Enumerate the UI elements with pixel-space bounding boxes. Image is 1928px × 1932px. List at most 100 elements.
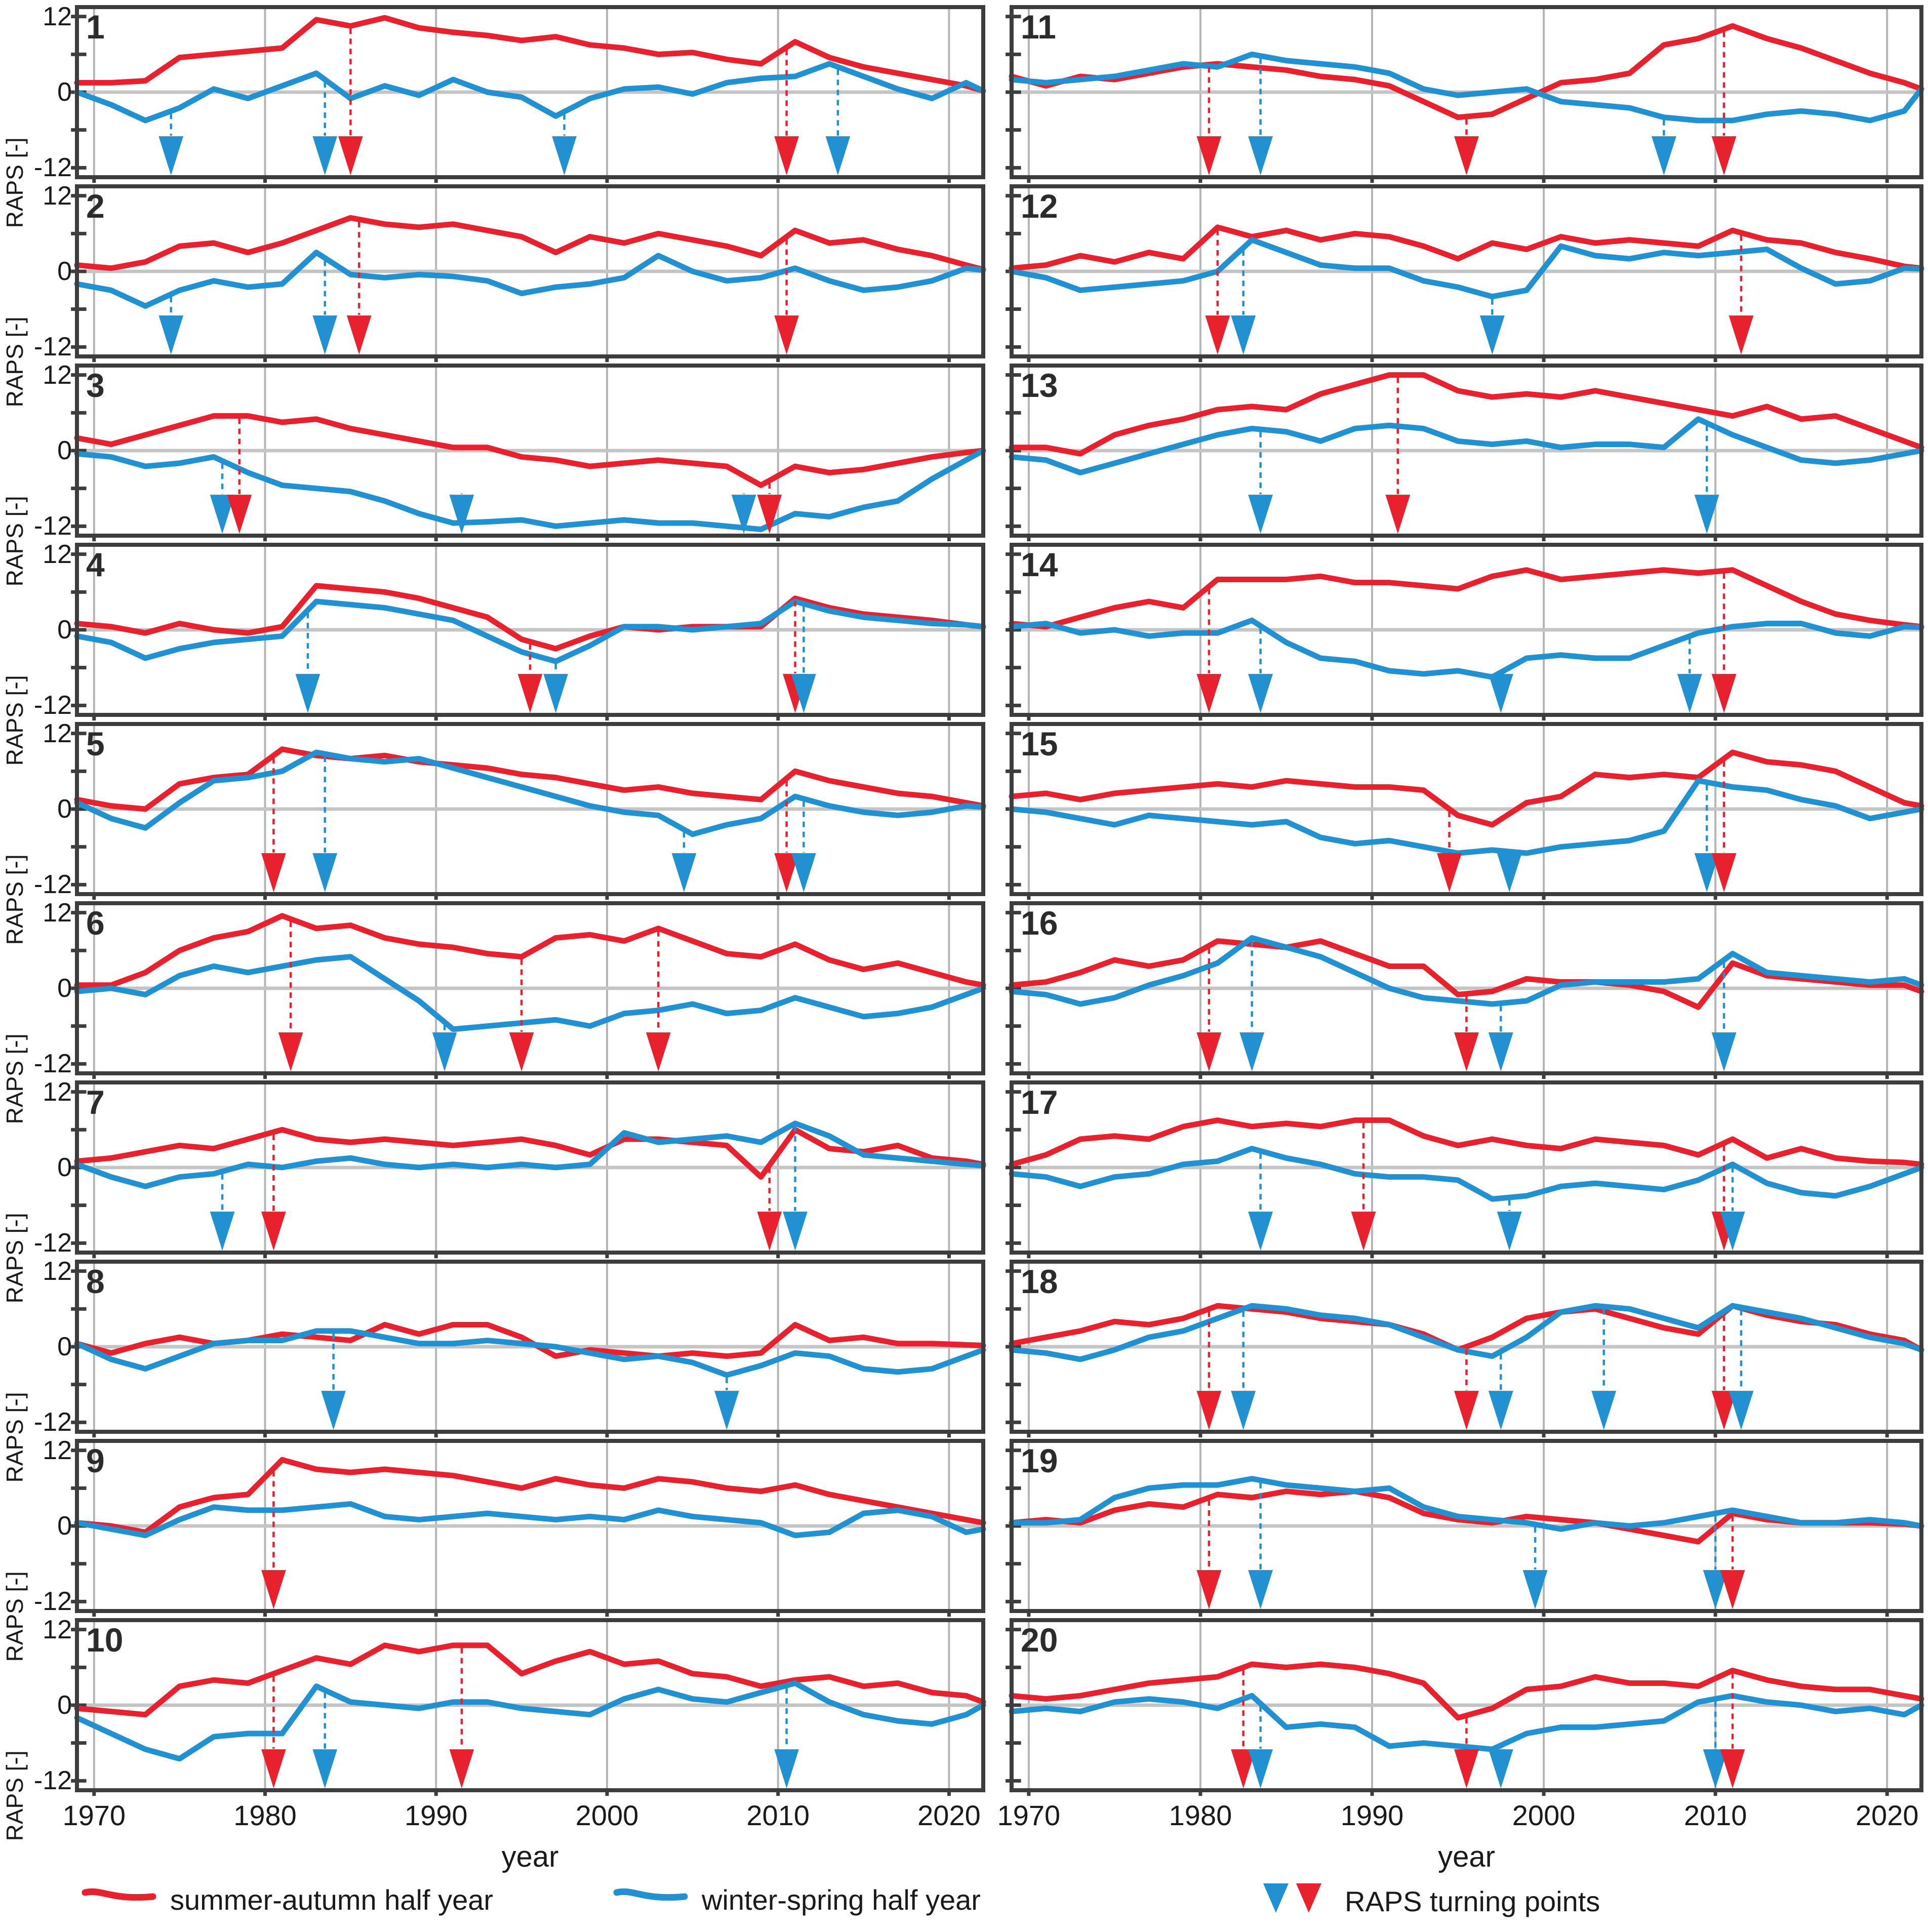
y-tick-label: 0 (57, 77, 72, 107)
panel-number: 8 (86, 1263, 105, 1300)
y-axis-gutter: RAPS [-] 12 0 -12 (0, 1615, 77, 1841)
panel-number: 10 (86, 1621, 124, 1659)
turning-point-arrow (321, 1334, 346, 1430)
turning-point-arrow (732, 494, 756, 534)
y-tick-label: 0 (57, 615, 72, 645)
turning-point-arrow (1489, 673, 1513, 713)
winter-series-line (77, 601, 983, 661)
y-tick-label: 12 (43, 1615, 72, 1644)
turning-point-arrow (1712, 32, 1737, 176)
turning-point-arrow (774, 50, 799, 176)
turning-point-arrow (1385, 378, 1410, 534)
turning-point-arrow (1231, 1311, 1256, 1430)
panel-17-plot (1012, 1082, 1921, 1253)
panel-12: 12 (1012, 186, 1921, 356)
panel-4: RAPS [-] 12 0 -12 4 (0, 545, 983, 766)
turning-point-arrow (791, 607, 816, 713)
turning-point-arrow (646, 931, 671, 1072)
turning-point-arrow (312, 82, 337, 176)
summer-series-line (77, 1645, 983, 1715)
panel-9: RAPS [-] 12 0 -12 9 (0, 1441, 983, 1662)
y-tick-label: 12 (43, 1077, 72, 1107)
winter-line-swatch (613, 1881, 689, 1918)
winter-series-line (1012, 1306, 1921, 1359)
x-tick-label: 2010 (1683, 1799, 1747, 1831)
x-axis-title-left: year (501, 1840, 559, 1873)
panel-number: 3 (86, 367, 105, 404)
turning-point-arrow (672, 832, 697, 893)
x-tick-label: 2020 (917, 1799, 981, 1831)
winter-series-line (77, 253, 983, 306)
turning-point-arrow (1437, 812, 1462, 893)
panel-6: RAPS [-] 12 0 -12 6 (0, 903, 983, 1124)
panel-20-plot (1012, 1620, 1921, 1790)
turning-point-arrow (757, 483, 782, 534)
turning-point-arrow (774, 781, 799, 893)
turning-point-arrow (347, 222, 372, 355)
summer-series-line (77, 916, 983, 985)
x-tick-label: 2010 (746, 1799, 810, 1831)
panel-3-plot (77, 366, 983, 536)
turning-point-arrow (1248, 58, 1273, 176)
panel-19: 19 (1012, 1441, 1921, 1611)
y-axis-gutter: RAPS [-] 12 0 -12 (0, 720, 77, 945)
right-column: 11 12 13 14 15 16 17 18 19 20 1970 1980 1990 2000 201… (1012, 7, 1921, 1875)
turning-point-arrow (261, 758, 286, 893)
plot-area: 17 (1012, 1082, 1921, 1253)
x-tick-label: 2000 (1512, 1799, 1576, 1831)
panel-number: 6 (86, 904, 105, 942)
winter-series-line (1012, 1696, 1921, 1749)
panel-10: RAPS [-] 12 0 -12 10 (0, 1615, 983, 1841)
legend-label-turning-points: RAPS turning points (1345, 1885, 1600, 1917)
turning-point-arrow (227, 419, 252, 534)
winter-series-line (1012, 620, 1921, 677)
turning-point-arrow (158, 297, 183, 355)
turning-point-arrow (1489, 1006, 1513, 1072)
panel-7-plot (77, 1082, 983, 1253)
turning-point-arrow (1197, 1500, 1222, 1609)
panel-11: 11 (1012, 7, 1921, 177)
winter-series-line (77, 1683, 983, 1758)
turning-point-arrow (432, 1025, 457, 1072)
panel-number: 15 (1021, 725, 1058, 762)
turning-point-arrow (450, 494, 474, 534)
panel-12-plot (1012, 186, 1921, 356)
y-tick-label: -12 (33, 511, 72, 541)
panel-number: 18 (1021, 1263, 1058, 1300)
turning-point-arrow (543, 664, 568, 713)
plot-area: 8 (77, 1262, 983, 1432)
turning-point-arrow (714, 1378, 739, 1430)
panel-8-plot (77, 1262, 983, 1432)
turning-point-arrow (1351, 1123, 1376, 1251)
turning-point-arrow (1480, 299, 1505, 355)
summer-series-line (77, 586, 983, 649)
panel-14-plot (1012, 545, 1921, 715)
summer-series-line (1012, 1306, 1921, 1350)
turning-point-arrow (518, 644, 543, 713)
turning-point-arrow (158, 113, 183, 176)
winter-series-line (1012, 54, 1921, 120)
summer-series-line (77, 1460, 983, 1532)
panel-13: 13 (1012, 366, 1921, 536)
panel-2: RAPS [-] 12 0 -12 2 (0, 186, 983, 407)
x-tick-label: 1990 (404, 1799, 468, 1831)
turning-point-arrow (1523, 1527, 1548, 1609)
turning-point-arrow (1489, 1748, 1513, 1789)
winter-series-line (77, 957, 983, 1029)
y-tick-label: 12 (43, 2, 72, 31)
plot-area: 3 (77, 366, 983, 536)
x-axis-labels-left: 1970 1980 1990 2000 2010 2020 (62, 1799, 983, 1833)
panel-18: 18 (1012, 1262, 1921, 1432)
panel-16: 16 (1012, 903, 1921, 1073)
panel-15-plot (1012, 724, 1921, 894)
y-tick-label: -12 (33, 691, 72, 720)
summer-line-swatch (81, 1881, 157, 1918)
panel-number: 7 (86, 1083, 105, 1121)
turning-point-arrow (338, 28, 363, 176)
turning-point-arrow (1239, 940, 1264, 1072)
winter-series-line (77, 1123, 983, 1186)
x-axis-title-row-right: year (1012, 1833, 1921, 1875)
plot-area: 19 (1012, 1441, 1921, 1611)
turning-point-arrow (1720, 1673, 1745, 1789)
x-tick-label: 1970 (997, 1799, 1061, 1831)
